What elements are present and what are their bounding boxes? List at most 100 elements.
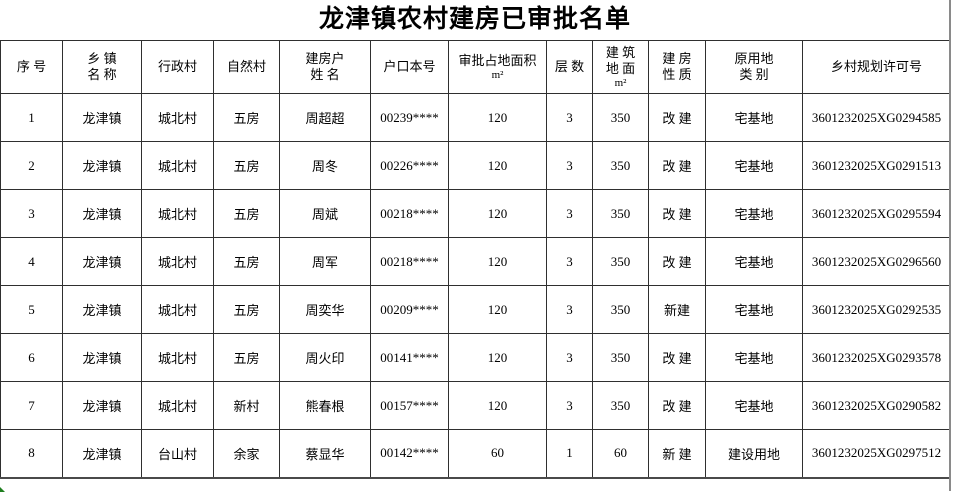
cell-township-name: 龙津镇: [62, 285, 142, 334]
cell-construction-type: 改 建: [648, 93, 706, 142]
cell-approved-land-area: 120: [448, 237, 547, 286]
cell-building-floor-area: 350: [592, 237, 649, 286]
table-row: 2 龙津镇 城北村 五房 周冬 00226**** 120 3 350 改 建宅基地 3601232…: [0, 141, 951, 190]
cell-administrative-village: 城北村: [141, 237, 214, 286]
table-row: 6 龙津镇 城北村 五房 周火印 00141**** 120 3 350 改 建宅基地 360123…: [0, 333, 951, 382]
cell-natural-village: 余家: [213, 429, 280, 478]
cell-administrative-village: 城北村: [141, 189, 214, 238]
cell-serial-number: 7: [0, 381, 63, 430]
cell-rural-planning-permit-no: 3601232025XG0297512: [802, 429, 951, 478]
approved-housing-table: 序 号乡 镇名 称行政村 自然村 建房户姓 名户口本号 审批占地面积 m² 层 数建 筑地…: [0, 40, 951, 479]
table-row: 1 龙津镇 城北村 五房 周超超 00239**** 120 3 350 改 建宅基地 360123…: [0, 93, 951, 142]
col-header-approved-land-area: 审批占地面积 m²: [448, 40, 547, 94]
cell-natural-village: 五房: [213, 333, 280, 382]
cell-rural-planning-permit-no: 3601232025XG0295594: [802, 189, 951, 238]
cell-approved-land-area: 60: [448, 429, 547, 478]
table-header: 序 号乡 镇名 称行政村 自然村 建房户姓 名户口本号 审批占地面积 m² 层 数建 筑地…: [0, 40, 951, 94]
table-row: 3 龙津镇 城北村 五房 周斌 00218**** 120 3 350 改 建宅基地 3601232…: [0, 189, 951, 238]
table-row: 7 龙津镇 城北村 新村 熊春根 00157**** 120 3 350 改 建宅基地 360123…: [0, 381, 951, 430]
cell-floors: 3: [546, 93, 593, 142]
cell-natural-village: 五房: [213, 285, 280, 334]
cell-serial-number: 2: [0, 141, 63, 190]
cell-building-floor-area: 350: [592, 93, 649, 142]
col-header-serial-number: 序 号: [0, 40, 63, 94]
cell-approved-land-area: 120: [448, 189, 547, 238]
cell-construction-type: 新建: [648, 285, 706, 334]
cell-natural-village: 五房: [213, 93, 280, 142]
col-header-administrative-village: 行政村: [141, 40, 214, 94]
cell-natural-village: 五房: [213, 237, 280, 286]
cell-approved-land-area: 120: [448, 141, 547, 190]
cell-township-name: 龙津镇: [62, 141, 142, 190]
cell-approved-land-area: 120: [448, 333, 547, 382]
col-header-line: 建 筑: [605, 45, 636, 60]
col-header-original-land-category: 原用地类 别: [705, 40, 803, 94]
cell-applicant-name: 周奕华: [279, 285, 371, 334]
col-header-line: 名 称: [87, 67, 117, 82]
cell-original-land-category: 宅基地: [705, 333, 803, 382]
cell-approved-land-area: 120: [448, 285, 547, 334]
page-title: 龙津镇农村建房已审批名单: [318, 6, 631, 33]
cell-building-floor-area: 350: [592, 141, 649, 190]
cell-household-register-no: 00226****: [370, 141, 449, 190]
col-header-line: 地 面: [605, 61, 636, 76]
cell-original-land-category: 建设用地: [705, 429, 803, 478]
cell-floors: 3: [546, 141, 593, 190]
cell-building-floor-area: 350: [592, 285, 649, 334]
cell-township-name: 龙津镇: [62, 189, 142, 238]
cell-household-register-no: 00218****: [370, 237, 449, 286]
col-header-construction-type: 建 房性 质: [648, 40, 706, 94]
cell-applicant-name: 蔡显华: [279, 429, 371, 478]
col-header-line: 姓 名: [310, 67, 340, 82]
col-header-line: 行政村: [157, 59, 197, 74]
cell-township-name: 龙津镇: [62, 93, 142, 142]
cell-rural-planning-permit-no: 3601232025XG0291513: [802, 141, 951, 190]
col-header-household-register-no: 户口本号: [370, 40, 449, 94]
cell-original-land-category: 宅基地: [705, 381, 803, 430]
col-header-line: 原用地: [734, 51, 774, 66]
cell-approved-land-area: 120: [448, 93, 547, 142]
cell-administrative-village: 台山村: [141, 429, 214, 478]
cell-original-land-category: 宅基地: [705, 285, 803, 334]
col-header-line: 乡 镇: [87, 51, 117, 66]
cell-administrative-village: 城北村: [141, 381, 214, 430]
cell-serial-number: 3: [0, 189, 63, 238]
cell-applicant-name: 周冬: [279, 141, 371, 190]
col-header-line: 层 数: [554, 59, 585, 74]
cell-floors: 3: [546, 381, 593, 430]
cell-construction-type: 改 建: [648, 381, 706, 430]
cell-township-name: 龙津镇: [62, 237, 142, 286]
cell-household-register-no: 00209****: [370, 285, 449, 334]
cell-rural-planning-permit-no: 3601232025XG0292535: [802, 285, 951, 334]
col-header-line: 序 号: [16, 59, 47, 74]
cell-construction-type: 改 建: [648, 333, 706, 382]
col-header-rural-planning-permit-no: 乡村规划许可号: [802, 40, 951, 94]
cell-building-floor-area: 60: [592, 429, 649, 478]
col-header-applicant-name: 建房户姓 名: [279, 40, 371, 94]
cell-administrative-village: 城北村: [141, 285, 214, 334]
col-header-line: 性 质: [662, 67, 692, 82]
cell-household-register-no: 00239****: [370, 93, 449, 142]
col-header-line: 户口本号: [383, 59, 436, 74]
cell-administrative-village: 城北村: [141, 333, 214, 382]
cell-natural-village: 五房: [213, 189, 280, 238]
col-header-line: 类 别: [739, 67, 769, 82]
cell-applicant-name: 周火印: [279, 333, 371, 382]
cell-floors: 3: [546, 333, 593, 382]
table-body: 1 龙津镇 城北村 五房 周超超 00239**** 120 3 350 改 建宅基地 360123…: [0, 93, 951, 478]
col-header-line: m²: [491, 69, 504, 81]
table-row: 5 龙津镇 城北村 五房 周奕华 00209**** 120 3 350 新建 宅基地 3601232…: [0, 285, 951, 334]
cell-administrative-village: 城北村: [141, 141, 214, 190]
cell-rural-planning-permit-no: 3601232025XG0296560: [802, 237, 951, 286]
cell-applicant-name: 周超超: [279, 93, 371, 142]
cell-construction-type: 新 建: [648, 429, 706, 478]
col-header-floors: 层 数: [546, 40, 593, 94]
cell-serial-number: 8: [0, 429, 63, 478]
cell-construction-type: 改 建: [648, 237, 706, 286]
cell-construction-type: 改 建: [648, 141, 706, 190]
col-header-natural-village: 自然村: [213, 40, 280, 94]
cell-building-floor-area: 350: [592, 381, 649, 430]
cell-original-land-category: 宅基地: [705, 93, 803, 142]
col-header-building-floor-area: 建 筑地 面 m²: [592, 40, 649, 94]
